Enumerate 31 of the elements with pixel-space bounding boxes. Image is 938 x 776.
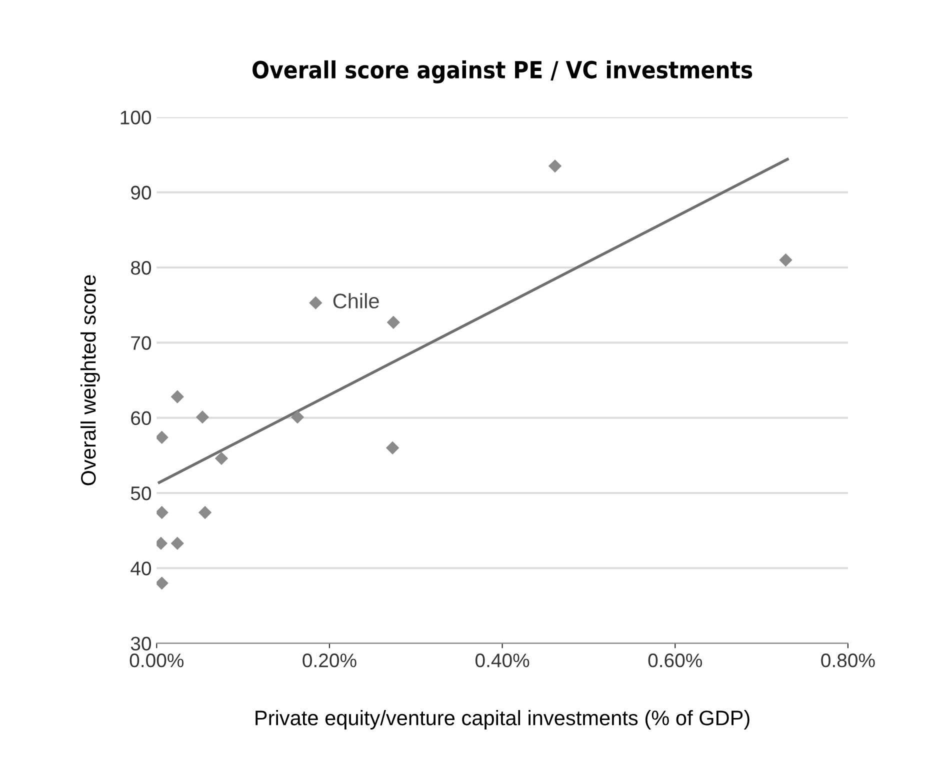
point [198,506,212,520]
y-axis-title: Overall weighted score [80,275,100,486]
point [170,390,184,404]
point [386,316,400,329]
point [170,536,184,550]
point [214,452,228,465]
y-tick-label: 60 [131,411,152,426]
x-tick-label: 0.40% [475,654,530,668]
point [309,296,322,310]
x-tick-label: 0.80% [821,654,875,668]
chart-title: Overall score against PE / VC investments [252,60,752,84]
point [156,576,168,590]
x-tick-label: 0.60% [648,654,702,668]
x-axis-title: Private equity/venture capital investments (% of GDP) [256,710,750,730]
y-tick-label: 70 [131,336,152,350]
point [196,410,210,424]
point [156,506,168,520]
y-tick-label: 50 [130,486,152,500]
point [548,159,562,173]
y-tick-label: 90 [131,186,152,200]
y-tick-label: 100 [120,110,152,124]
y-tick-label: 40 [130,562,152,576]
point [156,430,168,444]
annotation: Chile [333,293,379,308]
y-tick-label: 80 [131,260,152,275]
point [290,410,304,424]
x-tick-label: 0.00% [130,654,184,668]
y-tick-label: 30 [130,636,152,651]
point [386,441,400,454]
point [779,253,792,267]
x-tick-label: 0.20% [302,654,356,668]
